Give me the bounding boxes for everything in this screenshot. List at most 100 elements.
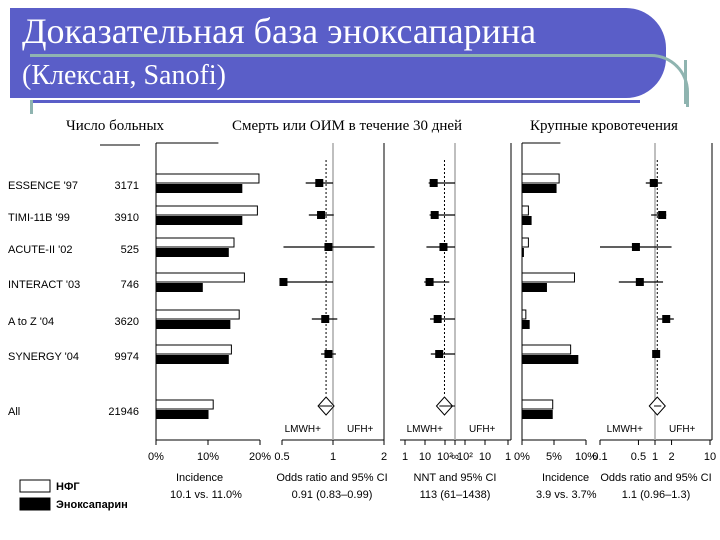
ufh-bar-b-3 xyxy=(521,272,575,283)
lmwh-bar-a-3 xyxy=(156,283,203,292)
title-underline xyxy=(30,100,640,103)
legend-swatch-0 xyxy=(19,479,51,493)
ufh-bar-a-3 xyxy=(155,272,245,283)
incidence-tick-label-b-2: 10% xyxy=(575,451,597,463)
lmwh-bar-b-1 xyxy=(522,216,532,225)
forest-tick-label-or1-1: 1 xyxy=(330,451,336,463)
incidence-summary-a: 10.1 vs. 11.0% xyxy=(170,489,242,501)
lmwh-bar-a-4 xyxy=(156,320,231,329)
forest-dir-left-or1: LMWH+ xyxy=(285,424,322,435)
trial-name-0: ESSENCE '97 xyxy=(8,180,78,192)
incidence-tick-label-a-0: 0% xyxy=(148,451,164,463)
title-accent-mark xyxy=(30,100,33,114)
ufh-bar-b-6 xyxy=(521,399,554,410)
forest-tick-label-nnt-4: 10² xyxy=(457,451,473,463)
forest-point-or2-3 xyxy=(635,278,644,286)
slide-subtitle: (Клексан, Sanofi) xyxy=(22,60,226,91)
patient-count-2: 525 xyxy=(121,244,139,256)
forest-tick-label-or2-4: 10 xyxy=(704,451,716,463)
forest-dir-left-or2: LMWH+ xyxy=(607,424,644,435)
lmwh-bar-b-0 xyxy=(522,184,557,193)
forest-point-nnt-5 xyxy=(435,350,444,358)
patient-count-4: 3620 xyxy=(115,316,139,328)
column-header-bleeding: Крупные кровотечения xyxy=(530,118,678,134)
incidence-tick-label-a-1: 10% xyxy=(197,451,219,463)
forest-tick-label-nnt-3: ∞ xyxy=(451,451,459,463)
forest-dir-right-or2: UFH+ xyxy=(669,424,696,435)
ufh-bar-b-0 xyxy=(521,173,560,184)
patient-count-5: 9974 xyxy=(115,351,139,363)
title-banner xyxy=(10,8,666,98)
forest-tick-label-nnt-6: 1 xyxy=(505,451,511,463)
forest-point-nnt-2 xyxy=(439,243,448,251)
incidence-tick-label-b-0: 0% xyxy=(514,451,530,463)
incidence-tick-label-a-2: 20% xyxy=(249,451,271,463)
lmwh-bar-a-6 xyxy=(156,410,209,419)
forest-tick-label-nnt-2: 10² xyxy=(437,451,453,463)
lmwh-bar-b-2 xyxy=(522,248,524,257)
incidence-summary-b: 3.9 vs. 3.7% xyxy=(536,489,597,501)
forest-point-nnt-0 xyxy=(429,179,438,187)
forest-point-or2-4 xyxy=(662,315,671,323)
patient-count-6: 21946 xyxy=(108,406,139,418)
legend-label-0: НФГ xyxy=(56,481,80,493)
forest-point-nnt-4 xyxy=(433,315,442,323)
lmwh-bar-a-0 xyxy=(156,184,243,193)
forest-summary-or2: 1.1 (0.96–1.3) xyxy=(622,489,691,501)
ufh-bar-b-5 xyxy=(521,344,572,355)
forest-point-or2-5 xyxy=(652,350,661,358)
trial-name-1: TIMI-11B '99 xyxy=(8,212,70,224)
incidence-label-a: Incidence xyxy=(176,472,223,484)
legend-swatch-1 xyxy=(19,497,51,511)
forest-point-or1-3 xyxy=(279,278,288,286)
ufh-bar-b-2 xyxy=(521,237,529,248)
title-frame-decoration xyxy=(30,54,689,107)
trial-name-2: ACUTE-II '02 xyxy=(8,244,72,256)
lmwh-bar-a-1 xyxy=(156,216,243,225)
legend-label-1: Эноксапарин xyxy=(56,499,128,511)
ufh-bar-b-4 xyxy=(521,309,527,320)
forest-tick-label-or2-2: 1 xyxy=(652,451,658,463)
lmwh-bar-a-2 xyxy=(156,248,229,257)
ufh-bar-a-0 xyxy=(155,173,260,184)
forest-point-nnt-3 xyxy=(425,278,434,286)
incidence-label-b: Incidence xyxy=(542,472,589,484)
patient-count-3: 746 xyxy=(121,279,139,291)
forest-label-nnt: NNT and 95% CI xyxy=(414,472,497,484)
column-header-death-mi: Смерть или ОИМ в течение 30 дней xyxy=(232,118,463,134)
trial-name-5: SYNERGY '04 xyxy=(8,351,79,363)
forest-tick-label-or1-0: 0.5 xyxy=(274,451,289,463)
forest-point-or1-4 xyxy=(321,315,330,323)
forest-label-or1: Odds ratio and 95% CI xyxy=(276,472,387,484)
forest-point-or1-5 xyxy=(324,350,333,358)
forest-tick-label-or2-3: 2 xyxy=(668,451,674,463)
forest-dir-right-nnt: UFH+ xyxy=(469,424,496,435)
trial-name-6: All xyxy=(8,406,20,418)
forest-point-or1-0 xyxy=(315,179,324,187)
ufh-bar-a-6 xyxy=(155,399,214,410)
trial-name-3: INTERACT '03 xyxy=(8,279,80,291)
incidence-tick-label-b-1: 5% xyxy=(546,451,562,463)
forest-tick-label-or2-0: 0.1 xyxy=(592,451,607,463)
ufh-bar-a-4 xyxy=(155,309,240,320)
forest-tick-label-or1-2: 2 xyxy=(381,451,387,463)
forest-point-or2-0 xyxy=(649,179,658,187)
forest-point-nnt-1 xyxy=(430,211,439,219)
forest-dir-left-nnt: LMWH+ xyxy=(407,424,444,435)
slide-title: Доказательная база эноксапарина xyxy=(22,11,537,51)
lmwh-bar-b-3 xyxy=(522,283,547,292)
forest-summary-nnt: 113 (61–1438) xyxy=(420,489,491,501)
ufh-bar-b-1 xyxy=(521,205,529,216)
forest-summary-or1: 0.91 (0.83–0.99) xyxy=(292,489,373,501)
column-header-patients: Число больных xyxy=(66,118,165,134)
forest-dir-right-or1: UFH+ xyxy=(347,424,374,435)
lmwh-bar-b-5 xyxy=(522,355,579,364)
frame-right-decoration xyxy=(684,60,687,104)
ufh-bar-a-2 xyxy=(155,237,235,248)
forest-label-or2: Odds ratio and 95% CI xyxy=(600,472,711,484)
forest-tick-label-nnt-1: 10 xyxy=(419,451,431,463)
forest-point-or1-2 xyxy=(324,243,333,251)
forest-tick-label-or2-1: 0.5 xyxy=(631,451,646,463)
forest-point-or1-1 xyxy=(317,211,326,219)
